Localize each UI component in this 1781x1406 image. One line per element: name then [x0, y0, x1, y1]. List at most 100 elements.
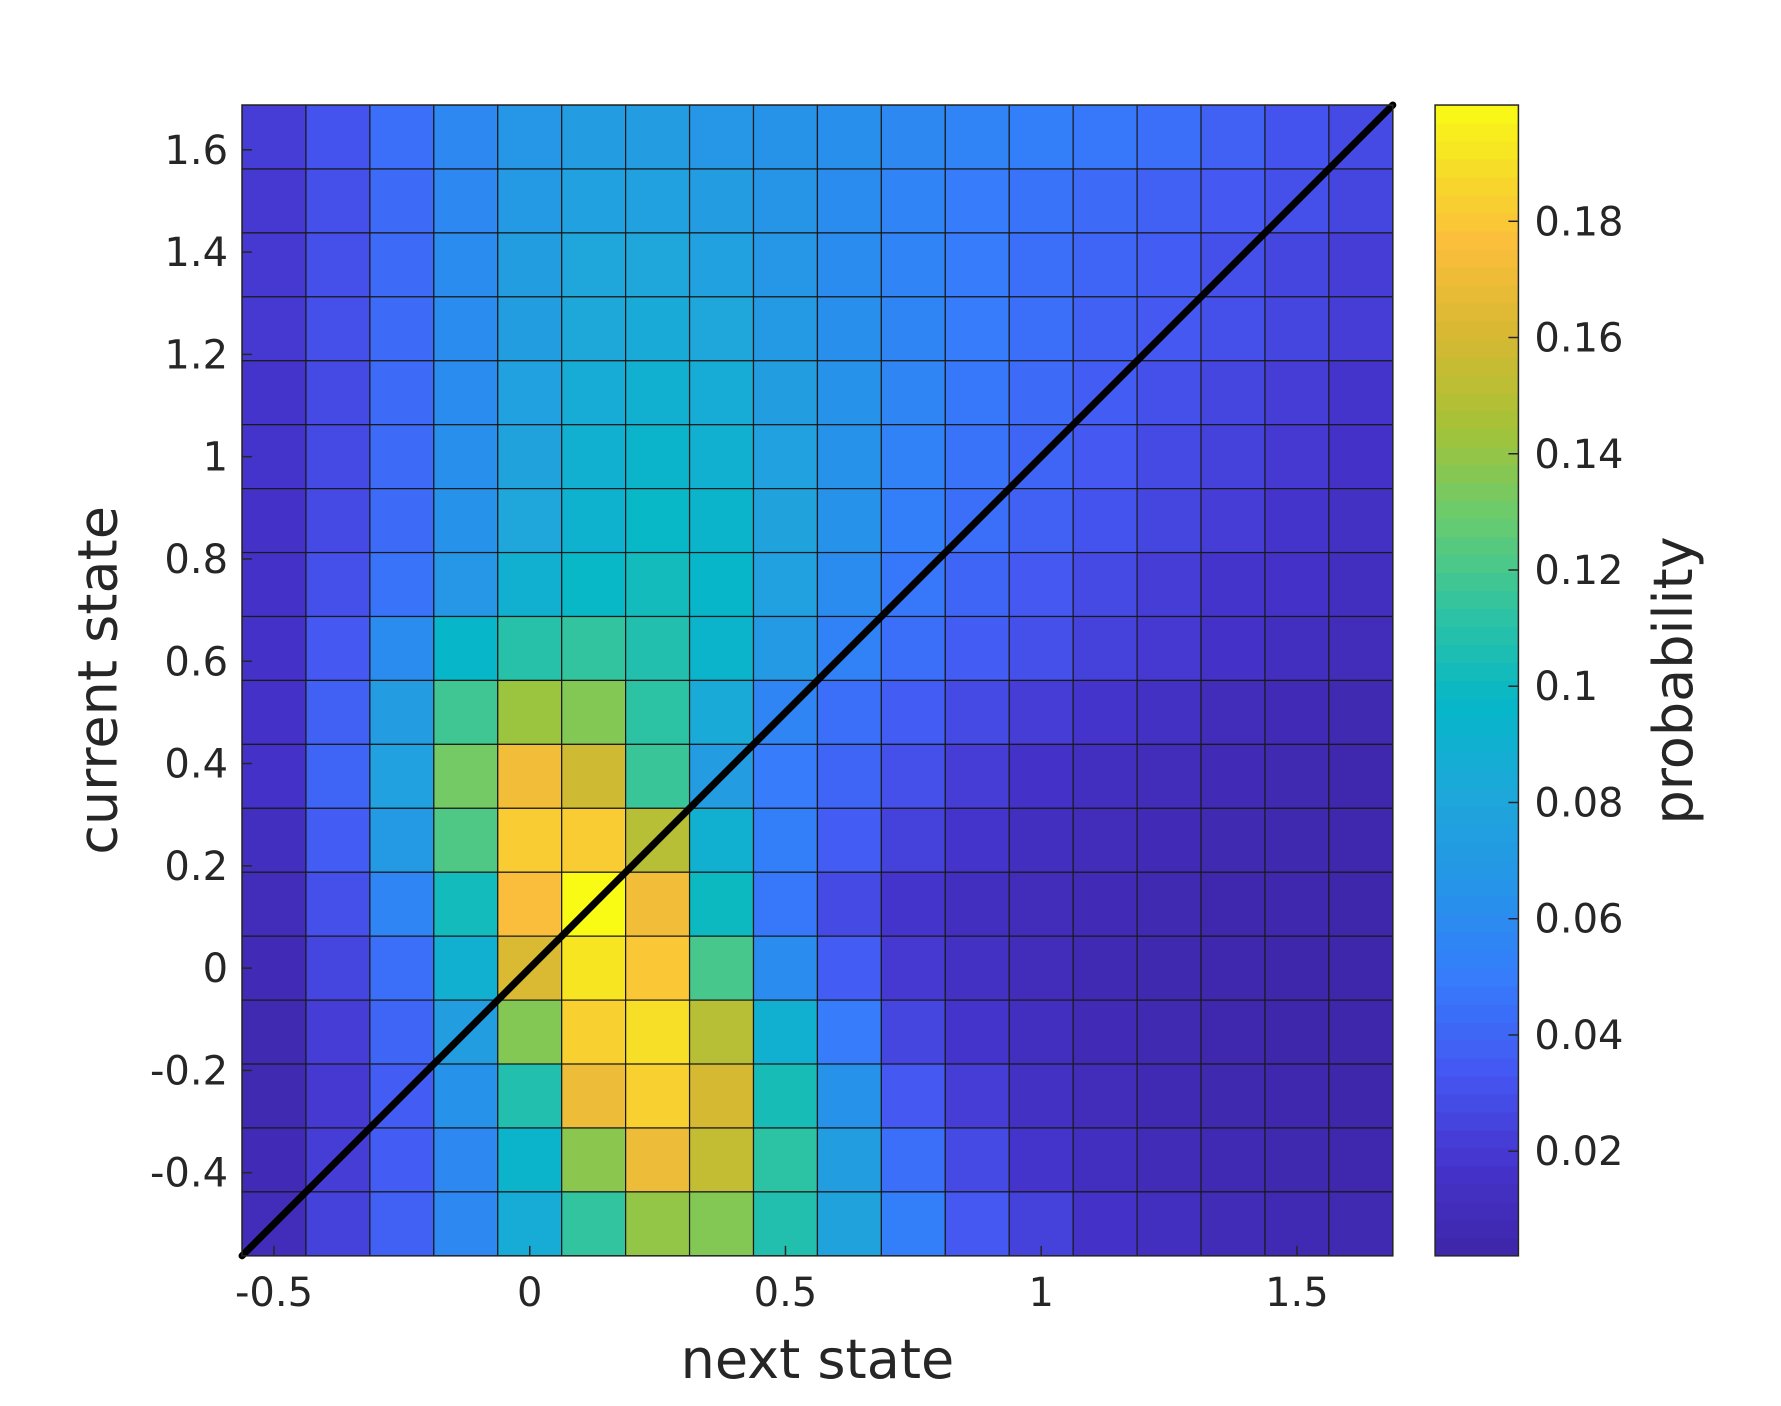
heatmap-cell: [1008, 104, 1074, 170]
colorbar-swatch: [1435, 734, 1519, 753]
heatmap-cell: [497, 360, 563, 426]
heatmap-cell: [1072, 999, 1138, 1065]
colorbar-swatch: [1435, 770, 1519, 789]
heatmap-cell: [1328, 807, 1394, 873]
heatmap-cell: [688, 871, 755, 937]
heatmap-cell: [305, 168, 371, 234]
heatmap-cell: [305, 488, 371, 554]
heatmap-cell: [816, 360, 882, 426]
colorbar-swatch: [1435, 446, 1519, 466]
colorbar-swatch: [1435, 626, 1519, 646]
heatmap-cell: [369, 168, 435, 234]
heatmap-cell: [1264, 424, 1330, 490]
colorbar-swatch: [1435, 950, 1519, 969]
heatmap-cell: [688, 999, 755, 1065]
heatmap-cell: [433, 743, 499, 809]
heatmap-cell: [561, 296, 627, 362]
heatmap-cell: [752, 1063, 819, 1129]
heatmap-cell: [241, 424, 307, 490]
heatmap-cell: [752, 807, 819, 873]
heatmap-cell: [241, 743, 307, 809]
heatmap-cell: [1264, 807, 1330, 873]
heatmap-cell: [497, 232, 563, 298]
heatmap-cell: [816, 871, 882, 937]
heatmap-cell: [1072, 871, 1138, 937]
heatmap-cell: [305, 871, 371, 937]
colorbar-swatch: [1435, 536, 1519, 556]
heatmap-cell: [1136, 104, 1202, 170]
heatmap-cell: [433, 807, 499, 873]
y-tick-label: 1: [203, 435, 228, 481]
heatmap-cell: [1072, 168, 1138, 234]
heatmap-cell: [369, 679, 435, 745]
heatmap-cell: [1200, 296, 1266, 362]
heatmap-cell: [241, 104, 307, 170]
heatmap-cell: [880, 488, 946, 554]
heatmap-cell: [1136, 424, 1202, 490]
heatmap-cell: [688, 232, 755, 298]
heatmap-cell: [1328, 168, 1394, 234]
heatmap-cell: [1200, 104, 1266, 170]
heatmap-cell: [752, 232, 819, 298]
heatmap-cell: [561, 488, 627, 554]
heatmap-cell: [944, 360, 1010, 426]
heatmap-cell: [1264, 871, 1330, 937]
heatmap-cell: [241, 935, 307, 1001]
heatmap-cell: [1136, 1191, 1202, 1257]
heatmap-cell: [816, 168, 882, 234]
heatmap-cell: [1328, 232, 1394, 298]
heatmap-cell: [1072, 232, 1138, 298]
heatmap-cell: [1264, 1191, 1330, 1257]
heatmap-cell: [880, 871, 946, 937]
heatmap-cell: [1136, 1127, 1202, 1193]
colorbar-tick-label: 0.12: [1534, 548, 1623, 594]
heatmap-cell: [305, 104, 371, 170]
colorbar-swatch: [1435, 842, 1519, 861]
heatmap-cell: [369, 296, 435, 362]
heatmap-cell: [816, 232, 882, 298]
heatmap-cell: [1200, 743, 1266, 809]
heatmap-cell: [1200, 168, 1266, 234]
colorbar-swatch: [1435, 1147, 1519, 1167]
heatmap-cell: [369, 1191, 435, 1257]
colorbar-swatch: [1435, 788, 1519, 807]
colorbar-swatch: [1435, 608, 1519, 628]
heatmap-cell: [880, 232, 946, 298]
heatmap-cell: [1008, 488, 1074, 554]
heatmap-cell: [497, 168, 563, 234]
heatmap-cell: [1008, 232, 1074, 298]
heatmap-cell: [1008, 679, 1074, 745]
colorbar-swatch: [1435, 1219, 1519, 1239]
heatmap-cell: [497, 488, 563, 554]
colorbar-swatch: [1435, 680, 1519, 700]
colorbar-swatch: [1435, 1022, 1519, 1041]
heatmap-cell: [497, 615, 563, 682]
heatmap-cell: [1008, 1127, 1074, 1193]
diagonal-line: [238, 101, 1397, 1260]
heatmap-cell: [561, 168, 627, 234]
y-tick-label: 0.2: [164, 844, 228, 890]
heatmap-cell: [625, 871, 691, 937]
heatmap-cell: [1264, 1063, 1330, 1129]
heatmap-cell: [369, 551, 435, 618]
heatmap-cell: [625, 168, 691, 234]
x-tick-label: 1.5: [1265, 1270, 1329, 1316]
heatmap-cell: [561, 424, 627, 490]
heatmap-cell: [1200, 488, 1266, 554]
heatmap-cell: [241, 488, 307, 554]
heatmap-cell: [1200, 1127, 1266, 1193]
heatmap-cell: [1008, 807, 1074, 873]
heatmap-cell: [816, 1191, 882, 1257]
heatmap-cell: [1072, 488, 1138, 554]
heatmap-cell: [625, 104, 691, 170]
heatmap-cell: [880, 935, 946, 1001]
colorbar-swatch: [1435, 698, 1519, 717]
heatmap-cell: [241, 999, 307, 1065]
heatmap-cell: [1328, 424, 1394, 490]
y-tick-label: 1.6: [164, 128, 228, 174]
heatmap-cell: [944, 1191, 1010, 1257]
heatmap-cell: [433, 232, 499, 298]
heatmap-cell: [561, 360, 627, 426]
colorbar-swatch: [1435, 500, 1519, 520]
